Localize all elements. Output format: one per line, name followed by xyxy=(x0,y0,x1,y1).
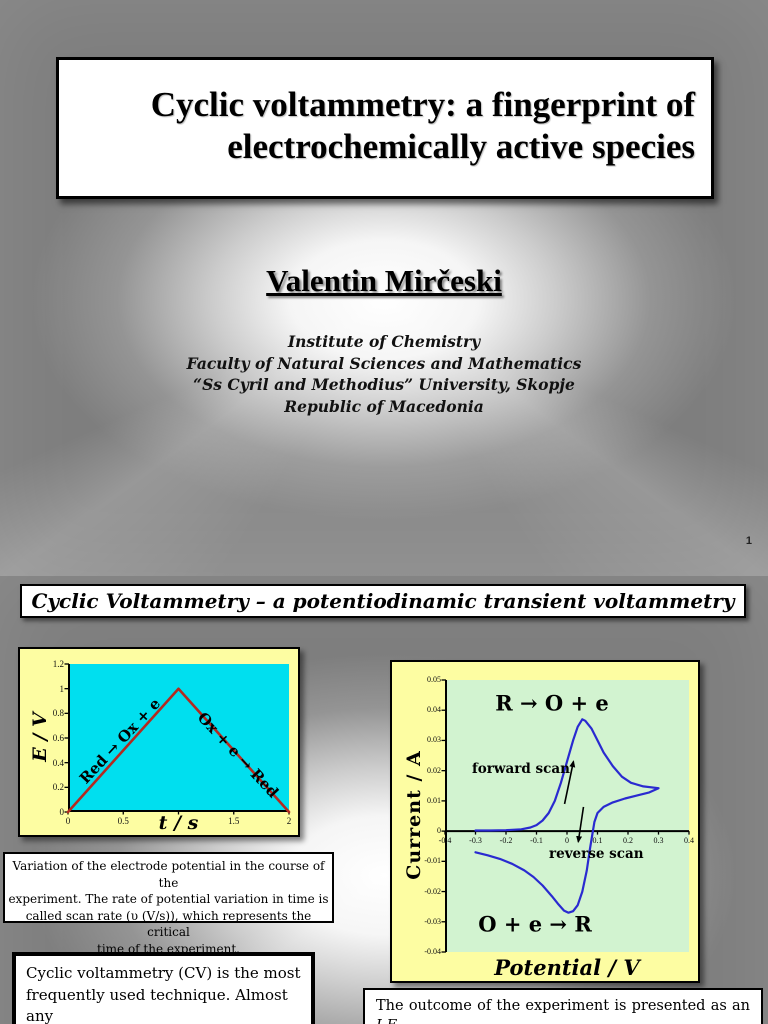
slide-heading: Cyclic Voltammetry – a potentiodinamic t… xyxy=(20,584,746,618)
x-tick-label: -0.4 xyxy=(438,836,452,846)
x-tick-label: 0.3 xyxy=(653,836,664,846)
outcome-note: The outcome of the experiment is present… xyxy=(363,988,763,1024)
x-tick-label: -0.2 xyxy=(499,836,513,846)
x-tick-label: 0 xyxy=(565,836,569,846)
note-line: Cyclic voltammetry (CV) is the most xyxy=(26,964,301,982)
x-tick-label: 0.2 xyxy=(623,836,633,846)
note-line: Variation of the electrode potential in … xyxy=(12,859,325,890)
affiliation-line: “Ss Cyril and Methodius” University, Sko… xyxy=(193,375,575,394)
y-tick-label: 0.01 xyxy=(427,795,441,805)
y-tick-label: -0.03 xyxy=(424,916,441,926)
x-tick-label: -0.1 xyxy=(530,836,543,846)
potential-time-plot-area xyxy=(64,663,291,815)
x-tick-label: 0 xyxy=(65,816,71,826)
forward-scan-label: forward scan xyxy=(472,761,570,777)
title-box: Cyclic voltammetry: a fingerprint of ele… xyxy=(56,57,714,199)
cyclic-voltammogram-chart: Current / A Potential / V R → O + e forw… xyxy=(390,660,700,983)
y-tick-label: -0.04 xyxy=(424,947,441,956)
y-tick-label: 0.8 xyxy=(52,708,64,719)
cv-intro-note: Cyclic voltammetry (CV) is the most freq… xyxy=(12,952,315,1024)
page-number: 1 xyxy=(745,535,752,547)
y-tick-label: -0.02 xyxy=(424,886,441,896)
y-tick-label: 0.2 xyxy=(52,782,64,793)
slide-2: Cyclic Voltammetry – a potentiodinamic t… xyxy=(0,576,768,1024)
title-line-2: electrochemically active species xyxy=(227,127,695,166)
x-axis-label-t-s: t / s xyxy=(158,812,199,834)
affiliation-line: Republic of Macedonia xyxy=(284,396,484,416)
x-tick-label: 0.5 xyxy=(117,816,129,826)
x-tick-label: 0.1 xyxy=(592,836,603,846)
slide-1: Cyclic voltammetry: a fingerprint of ele… xyxy=(0,0,768,576)
y-tick-label: 0 xyxy=(437,826,441,836)
x-tick-label: 0.4 xyxy=(684,836,694,846)
cyclic-voltammogram-plot-area xyxy=(441,679,690,953)
y-tick-label: 0.04 xyxy=(427,705,441,715)
cathodic-reaction-label: O + e → R xyxy=(478,911,592,937)
y-tick-label: -0.01 xyxy=(424,856,441,866)
y-tick-label: 1.2 xyxy=(52,659,64,669)
reverse-scan-label: reverse scan xyxy=(549,846,644,862)
affiliation-block: Institute of Chemistry Faculty of Natura… xyxy=(0,331,768,417)
x-axis-label-potential: Potential / V xyxy=(494,955,640,980)
note-line: frequently used technique. Almost any xyxy=(26,985,288,1024)
x-tick-label: 2 xyxy=(286,816,292,826)
y-tick-label: 0 xyxy=(59,807,65,817)
x-tick-label: -0.3 xyxy=(469,836,482,846)
affiliation-line: Institute of Chemistry xyxy=(287,332,481,351)
y-tick-label: 0.6 xyxy=(52,733,64,743)
note-line: experiment. The rate of potential variat… xyxy=(8,892,329,906)
note-line: The outcome of the experiment is present… xyxy=(376,996,750,1024)
y-tick-label: 1 xyxy=(59,683,65,694)
anodic-reaction-label: R → O + e xyxy=(495,690,609,716)
y-tick-label: 0.05 xyxy=(427,675,441,684)
y-axis-label-current: Current / A xyxy=(403,750,425,880)
y-tick-label: 0.4 xyxy=(52,757,64,768)
affiliation-line: Faculty of Natural Sciences and Mathemat… xyxy=(186,353,582,373)
scan-rate-note: Variation of the electrode potential in … xyxy=(3,852,334,956)
x-tick-label: 1.5 xyxy=(228,816,240,826)
y-tick-label: 0.02 xyxy=(427,765,441,775)
author-name: Valentin Mirčeski xyxy=(266,263,502,298)
note-line: called scan rate (υ (V/s)), which repres… xyxy=(25,908,312,940)
title-line-1: Cyclic voltammetry: a fingerprint of xyxy=(150,85,695,124)
i-e-emphasis: I-E xyxy=(376,1018,397,1024)
y-tick-label: 0.03 xyxy=(427,735,441,745)
